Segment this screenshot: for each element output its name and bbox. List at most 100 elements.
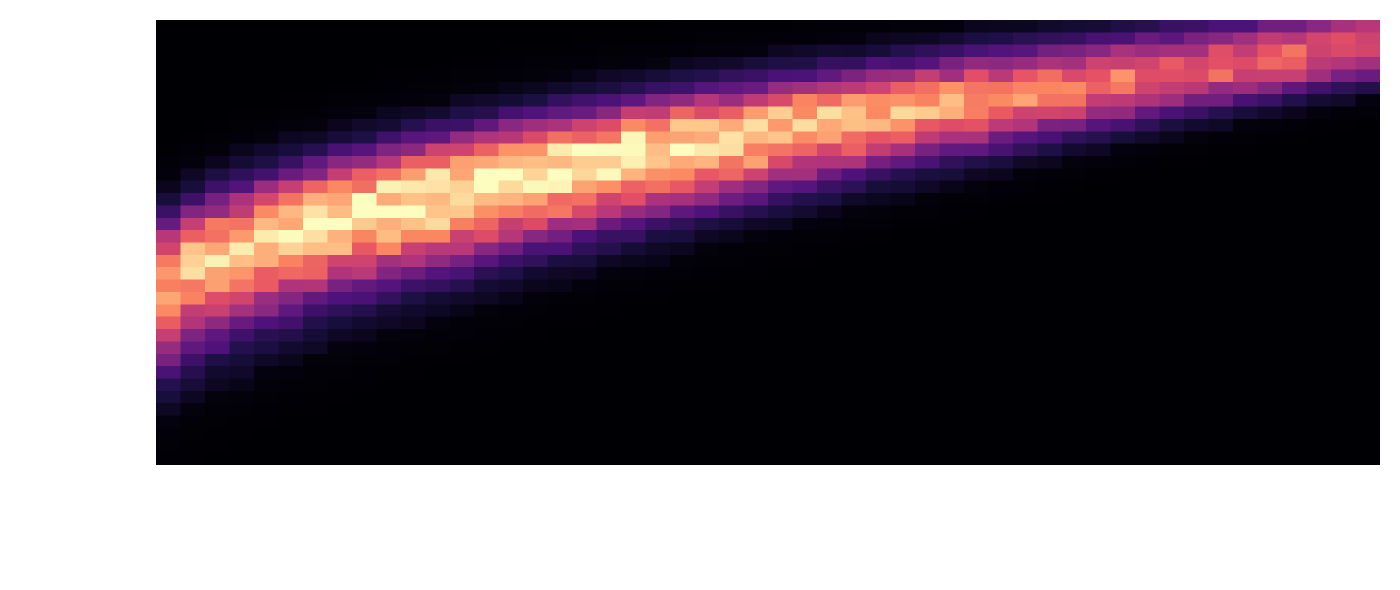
heatmap-cell [523, 267, 549, 281]
heatmap-cell [1331, 143, 1357, 157]
heatmap-cell [1086, 427, 1112, 441]
heatmap-cell [1306, 205, 1332, 219]
heatmap-cell [253, 143, 279, 157]
heatmap-cell [547, 32, 573, 46]
heatmap-cell [156, 316, 182, 330]
heatmap-cell [865, 44, 891, 58]
heatmap-cell [1135, 452, 1161, 465]
heatmap-cell [645, 452, 671, 465]
heatmap-cell [1159, 452, 1185, 465]
heatmap-cell [670, 69, 696, 83]
heatmap-cell [425, 20, 451, 33]
heatmap-cell [180, 415, 206, 429]
heatmap-cell [792, 279, 818, 293]
heatmap-cell [645, 118, 671, 132]
heatmap-cell [547, 81, 573, 95]
heatmap-cell [890, 242, 916, 256]
heatmap-cell [645, 20, 671, 33]
heatmap-cell [865, 304, 891, 318]
heatmap-cell [204, 366, 231, 380]
heatmap-cell [865, 267, 891, 281]
heatmap-cell [547, 193, 573, 207]
heatmap-cell [156, 205, 182, 219]
heatmap-cell [768, 20, 794, 33]
heatmap-cell [1159, 168, 1185, 182]
heatmap-cell [1135, 193, 1161, 207]
heatmap-cell [963, 143, 989, 157]
heatmap-cell [229, 341, 255, 355]
heatmap-cell [865, 20, 891, 33]
heatmap-cell [327, 168, 353, 182]
heatmap-cell [670, 366, 696, 380]
heatmap-cell [204, 155, 231, 169]
heatmap-cell [865, 316, 891, 330]
heatmap-cell [743, 390, 769, 404]
heatmap-cell [180, 143, 206, 157]
heatmap-cell [229, 230, 255, 244]
heatmap-cell [865, 193, 891, 207]
heatmap-cell [1135, 217, 1161, 231]
heatmap-cell [204, 118, 231, 132]
heatmap-cell [914, 20, 940, 33]
heatmap-cell [449, 94, 475, 108]
heatmap-cell [376, 118, 402, 132]
heatmap-cell [180, 106, 206, 120]
heatmap-cell [229, 94, 255, 108]
heatmap-cell [1037, 341, 1063, 355]
heatmap-cell [278, 440, 304, 454]
heatmap-cell [694, 106, 720, 120]
heatmap-cell [1037, 378, 1063, 392]
heatmap-cell [376, 44, 402, 58]
heatmap-cell [180, 329, 206, 342]
heatmap-cell [547, 390, 573, 404]
heatmap-cell [963, 106, 989, 120]
heatmap-cell [1012, 94, 1038, 108]
heatmap-cell [988, 254, 1014, 268]
heatmap-cell [1184, 291, 1210, 305]
heatmap-cell [1061, 427, 1087, 441]
heatmap-cell [1135, 341, 1161, 355]
heatmap-cell [865, 168, 891, 182]
heatmap-cell [1135, 304, 1161, 318]
heatmap-cell [816, 291, 843, 305]
heatmap-cell [596, 254, 622, 268]
heatmap-cell [278, 94, 304, 108]
heatmap-cell [939, 143, 965, 157]
heatmap-cell [743, 44, 769, 58]
heatmap-cell [719, 452, 745, 465]
heatmap-cell [1282, 180, 1308, 194]
heatmap-cell [768, 168, 794, 182]
heatmap-cell [498, 267, 524, 281]
heatmap-cell [1355, 267, 1380, 281]
heatmap-cell [645, 242, 671, 256]
heatmap-cell [498, 390, 524, 404]
heatmap-cell [890, 94, 916, 108]
heatmap-cell [1233, 217, 1259, 231]
heatmap-cell [523, 44, 549, 58]
heatmap-cell [939, 106, 965, 120]
heatmap-cell [327, 267, 353, 281]
heatmap-cell [180, 366, 206, 380]
heatmap-cell [376, 131, 402, 145]
heatmap-cell [1012, 341, 1038, 355]
heatmap-cell [645, 316, 671, 330]
heatmap-cell [914, 205, 940, 219]
heatmap-cell [253, 94, 279, 108]
heatmap-cell [547, 155, 573, 169]
heatmap-cell [1331, 378, 1357, 392]
heatmap-cell [156, 118, 182, 132]
heatmap-cell [914, 69, 940, 83]
heatmap-cell [645, 353, 671, 367]
heatmap-cell [1061, 69, 1087, 83]
heatmap-cell [278, 242, 304, 256]
heatmap-cell [327, 230, 353, 244]
heatmap-cell [890, 143, 916, 157]
heatmap-cell [621, 143, 647, 157]
heatmap-cell [1061, 366, 1087, 380]
heatmap-cell [670, 291, 696, 305]
heatmap-cell [865, 341, 891, 355]
heatmap-cell [694, 131, 720, 145]
heatmap-cell [1159, 329, 1185, 342]
heatmap-cell [156, 415, 182, 429]
heatmap-cell [939, 118, 965, 132]
